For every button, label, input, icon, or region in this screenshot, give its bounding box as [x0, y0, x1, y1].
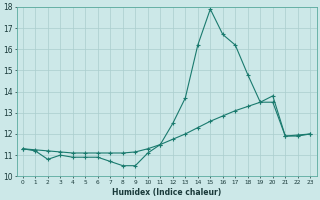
X-axis label: Humidex (Indice chaleur): Humidex (Indice chaleur)	[112, 188, 221, 197]
